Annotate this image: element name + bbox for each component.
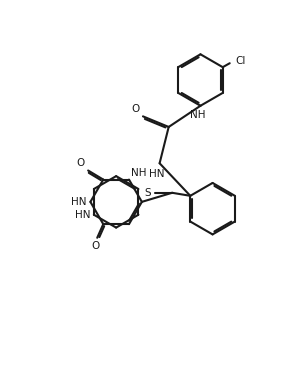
Text: NH: NH: [190, 110, 206, 120]
Text: HN: HN: [149, 169, 164, 179]
Text: Cl: Cl: [236, 56, 246, 66]
Text: O: O: [91, 242, 100, 251]
Text: HN: HN: [71, 197, 87, 207]
Text: S: S: [144, 188, 151, 198]
Text: O: O: [77, 158, 85, 168]
Text: HN: HN: [75, 210, 90, 220]
Text: NH: NH: [130, 168, 146, 178]
Text: O: O: [131, 104, 139, 114]
